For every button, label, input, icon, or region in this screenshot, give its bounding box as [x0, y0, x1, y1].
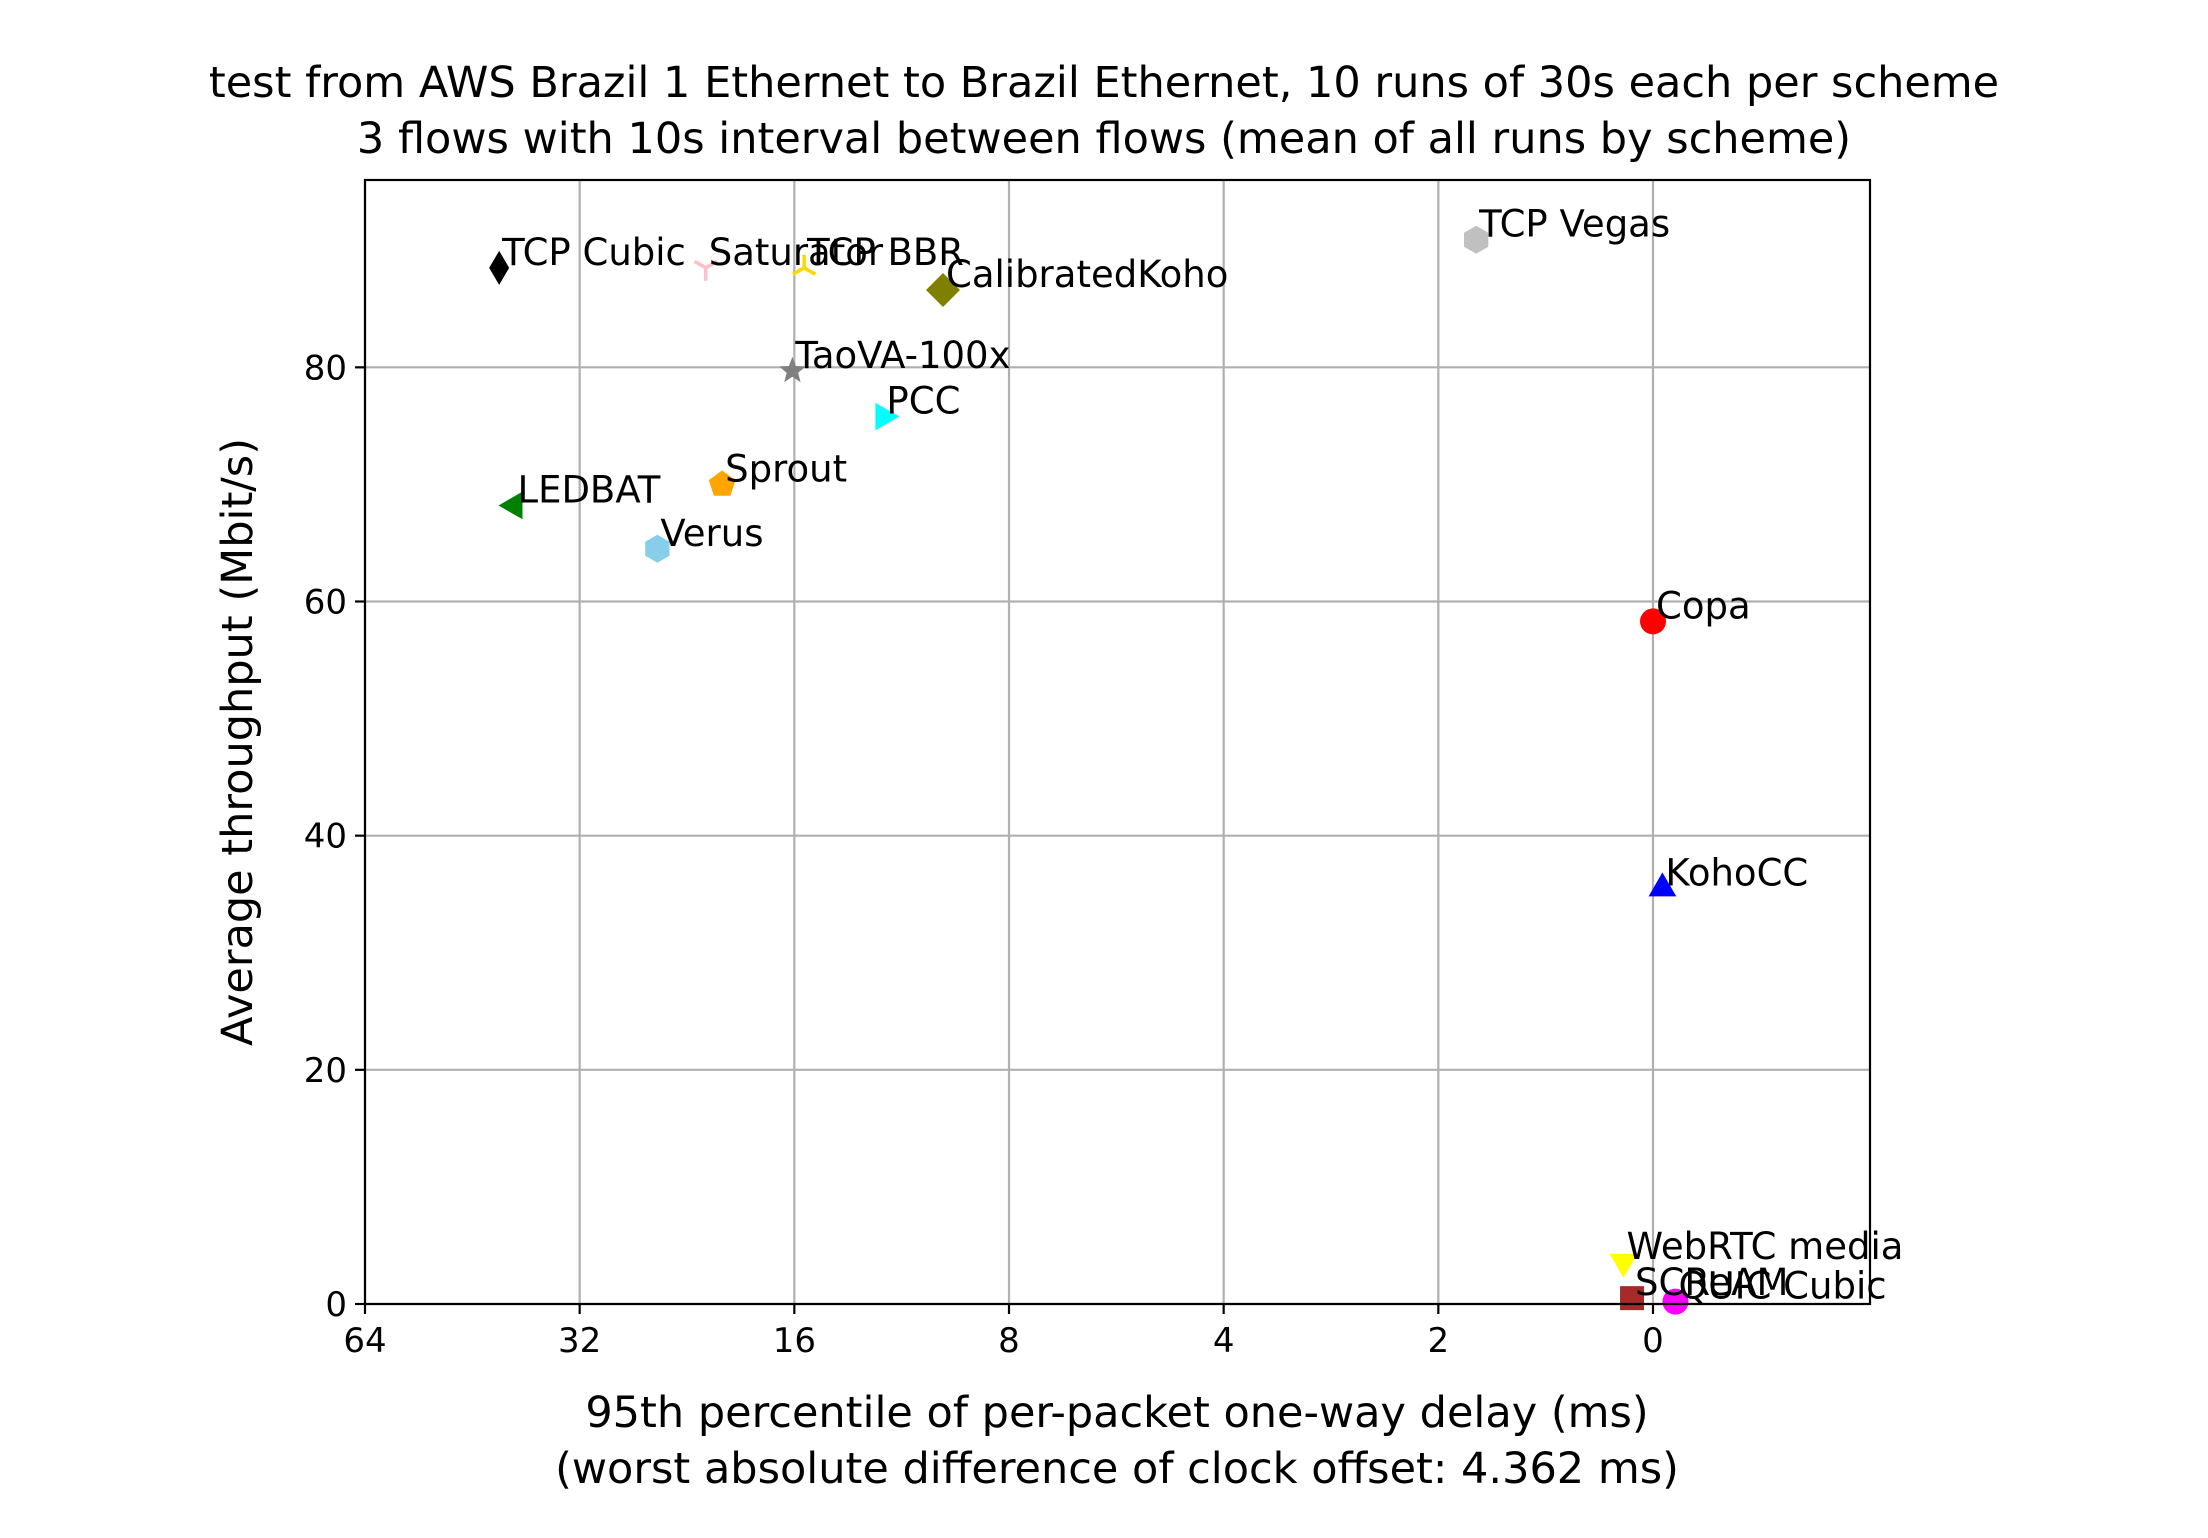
point-copa	[1640, 608, 1666, 635]
x-tick-label: 32	[558, 1321, 601, 1361]
marker-stroke	[704, 259, 718, 270]
point-label-saturator: Saturator	[709, 231, 884, 274]
x-tick-label: 8	[998, 1321, 1020, 1361]
grid-lines	[363, 180, 1870, 1306]
point-scream	[1620, 1286, 1645, 1311]
y-tick-label: 60	[304, 583, 347, 623]
point-ledbat	[498, 491, 523, 520]
point-label-verus: Verus	[660, 512, 763, 555]
point-label-calibratedkoho: CalibratedKoho	[946, 253, 1228, 296]
y-axis-label: Average throughput (Mbit/s)	[213, 438, 263, 1046]
y-tick-label: 80	[304, 348, 347, 388]
point-label-ledbat: LEDBAT	[517, 468, 660, 511]
x-tick-label: 64	[343, 1321, 386, 1361]
point-sprout	[708, 470, 736, 496]
point-label-sprout: Sprout	[725, 447, 847, 490]
point-pcc	[875, 402, 900, 431]
x-tick-label: 0	[1642, 1321, 1664, 1361]
point-webrtc-media	[1609, 1253, 1638, 1278]
y-tick-label: 20	[304, 1051, 347, 1091]
point-tcp-vegas	[1464, 225, 1489, 254]
point-label-kohocc: KohoCC	[1665, 851, 1808, 894]
chart-title-line-1: test from AWS Brazil 1 Ethernet to Brazi…	[209, 58, 1999, 108]
x-tick-label: 16	[773, 1321, 816, 1361]
point-verus	[645, 534, 670, 563]
marker-stroke	[792, 266, 806, 276]
data-points	[489, 225, 1689, 1315]
point-label-webrtc-media: WebRTC media	[1626, 1225, 1903, 1268]
point-tcp-cubic	[489, 250, 510, 285]
point-label-tcp-vegas: TCP Vegas	[1478, 203, 1670, 246]
point-calibratedkoho	[926, 273, 961, 308]
point-tcp-bbr	[792, 254, 817, 276]
point-kohocc	[1648, 872, 1677, 897]
point-quic-cubic	[1662, 1288, 1689, 1315]
x-tick-label: 2	[1428, 1321, 1450, 1361]
point-label-tcp-bbr: TCP BBR	[806, 231, 964, 274]
point-label-scream: SCReAM	[1635, 1261, 1788, 1304]
point-label-quic-cubic: QUIC Cubic	[1678, 1265, 1886, 1308]
marker-stroke	[693, 259, 707, 270]
point-label-pcc: PCC	[886, 380, 960, 423]
x-axis-label-line-1: 95th percentile of per-packet one-way de…	[585, 1388, 1648, 1438]
plot-frame	[363, 178, 1872, 1306]
point-label-copa: Copa	[1656, 584, 1751, 627]
y-tick-label: 40	[304, 817, 347, 857]
point-saturator	[693, 259, 718, 281]
x-axis-label-line-2: (worst absolute difference of clock offs…	[555, 1444, 1679, 1494]
point-label-taova-100x: TaoVA-100x	[794, 334, 1010, 377]
chart-title-line-2: 3 flows with 10s interval between flows …	[357, 114, 1851, 164]
y-tick-label: 0	[325, 1285, 347, 1325]
marker-stroke	[803, 266, 817, 276]
x-tick-label: 4	[1213, 1321, 1235, 1361]
point-label-tcp-cubic: TCP Cubic	[501, 231, 686, 274]
point-taova-100x	[779, 356, 806, 383]
